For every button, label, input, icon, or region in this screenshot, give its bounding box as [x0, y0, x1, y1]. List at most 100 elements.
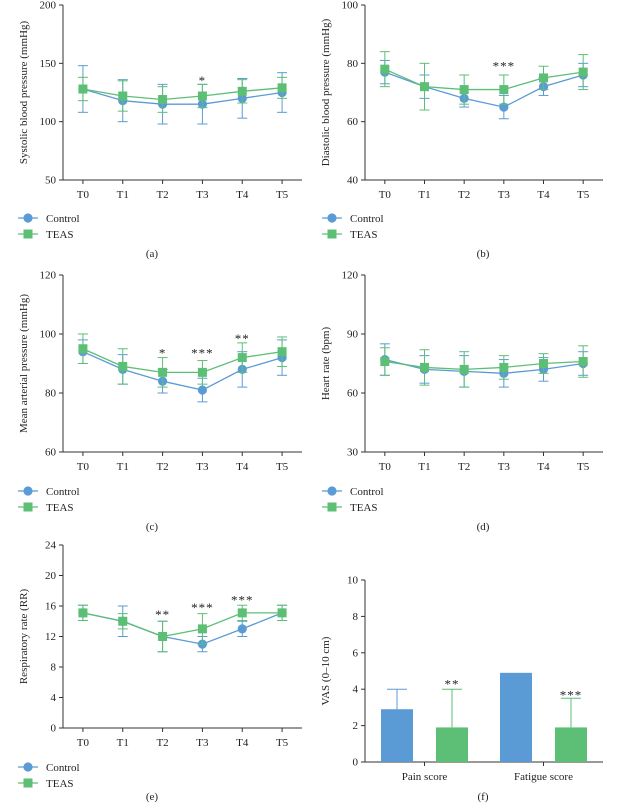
x-tick-label: T2	[156, 189, 168, 201]
legend-marker	[327, 213, 337, 223]
x-tick-label: T0	[77, 189, 90, 201]
x-tick-label: T3	[196, 461, 209, 473]
legend-label: Control	[46, 486, 80, 498]
data-point	[578, 67, 588, 77]
y-axis-label: Diastolic blood pressure (mmHg)	[320, 18, 332, 166]
significance-marker: ***	[191, 600, 214, 615]
y-tick-label: 90	[347, 329, 359, 341]
panel-label: (b)	[477, 248, 490, 260]
x-tick-label: T4	[537, 461, 550, 473]
legend-item-teas: TEAS	[322, 229, 378, 241]
series-teas	[379, 345, 589, 388]
legend-item-teas: TEAS	[18, 778, 74, 790]
y-tick-label: 120	[40, 270, 57, 282]
x-tick-label: T2	[458, 189, 470, 201]
y-tick-label: 12	[45, 631, 56, 643]
data-point	[277, 83, 287, 93]
series-line	[82, 351, 283, 391]
data-point	[158, 367, 168, 377]
data-point	[420, 82, 429, 92]
y-tick-label: 16	[45, 601, 57, 613]
bar	[381, 709, 413, 762]
series-line	[384, 68, 584, 91]
legend-marker	[23, 778, 33, 788]
legend-item-control: Control	[322, 213, 384, 225]
legend-label: Control	[46, 213, 80, 225]
x-tick-label: T4	[236, 737, 249, 749]
y-tick-label: 40	[347, 175, 359, 187]
bar	[500, 672, 532, 762]
legend-label: TEAS	[46, 778, 74, 790]
legend-marker	[23, 229, 33, 239]
x-tick-label: T5	[577, 461, 590, 473]
legend-item-teas: TEAS	[18, 502, 74, 514]
significance-marker: ***	[191, 346, 214, 361]
x-tick-label: T4	[236, 189, 249, 201]
data-point	[78, 344, 88, 354]
legend-item-control: Control	[18, 213, 80, 225]
data-point	[277, 347, 287, 357]
data-point	[118, 91, 128, 101]
data-point	[499, 102, 509, 112]
error-bar	[561, 697, 581, 728]
data-point	[237, 353, 247, 363]
series-teas	[379, 51, 589, 111]
y-tick-label: 120	[342, 270, 359, 282]
series-line	[82, 612, 283, 638]
data-point	[237, 608, 247, 618]
y-axis-label: Respiratory rate (RR)	[18, 589, 30, 685]
x-tick-label: T5	[577, 189, 590, 201]
x-tick-label: Fatigue score	[514, 771, 573, 783]
y-tick-label: 50	[45, 175, 57, 187]
data-point	[237, 86, 247, 96]
y-tick-label: 2	[353, 720, 359, 732]
bar	[436, 727, 468, 762]
legend-item-control: Control	[322, 486, 384, 498]
legend-marker	[23, 502, 33, 512]
series-control	[77, 339, 288, 403]
data-point	[380, 64, 390, 74]
x-tick-label: T5	[276, 737, 289, 749]
y-tick-label: 100	[40, 329, 57, 341]
y-tick-label: 24	[45, 540, 57, 552]
legend-marker	[23, 213, 33, 223]
series-teas	[436, 688, 587, 762]
series-teas	[77, 604, 288, 653]
data-point	[118, 616, 128, 626]
x-tick-label: T2	[458, 461, 470, 473]
legend-marker	[327, 229, 337, 239]
data-point	[158, 95, 168, 104]
legend-item-control: Control	[18, 486, 80, 498]
legend-label: Control	[350, 486, 384, 498]
series-line	[82, 88, 283, 105]
series-line	[82, 87, 283, 101]
significance-marker: **	[235, 331, 250, 346]
y-axis-label: VAS (0–10 cm)	[320, 636, 332, 705]
significance-marker: ***	[493, 59, 516, 74]
x-tick-label: T0	[379, 189, 392, 201]
x-tick-label: Pain score	[402, 771, 448, 783]
y-tick-label: 60	[45, 447, 57, 459]
data-point	[499, 362, 509, 372]
x-tick-label: T1	[418, 189, 430, 201]
x-tick-label: T1	[418, 461, 430, 473]
error-bar	[442, 688, 462, 728]
data-point	[197, 367, 207, 377]
significance-marker: *	[159, 346, 167, 361]
x-tick-label: T2	[156, 737, 168, 749]
x-tick-label: T2	[156, 461, 168, 473]
legend-label: TEAS	[46, 229, 74, 241]
legend-label: Control	[46, 762, 80, 774]
x-tick-label: T1	[117, 461, 129, 473]
legend-label: Control	[350, 213, 384, 225]
chart-panel-d: 30 60 90 120 Heart rate (bpm) T0 T1 T2 T3 T4 T5 Con…	[320, 270, 603, 533]
significance-marker: ***	[231, 592, 254, 607]
legend-marker	[327, 502, 337, 512]
panel-label: (c)	[146, 521, 159, 533]
x-tick-label: T1	[117, 737, 129, 749]
y-axis-label: Systolic blood pressure (mmHg)	[18, 21, 30, 165]
significance-marker: *	[199, 73, 207, 88]
y-tick-label: 100	[40, 116, 57, 128]
data-point	[197, 624, 207, 634]
x-tick-label: T5	[276, 189, 289, 201]
